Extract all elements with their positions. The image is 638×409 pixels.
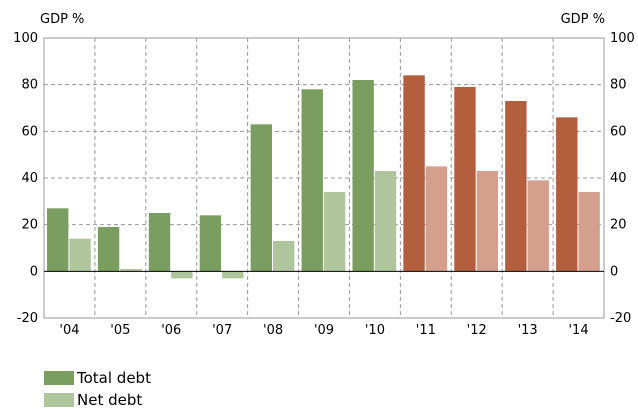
bar-net-debt <box>323 192 346 272</box>
bar-net-debt <box>527 180 549 272</box>
y-tick-label-left: 80 <box>21 78 38 93</box>
legend-item-total-debt: Total debt <box>44 369 151 387</box>
bar-total-debt <box>301 89 323 272</box>
bar-net-debt <box>273 241 295 272</box>
bar-total-debt <box>352 80 374 272</box>
y-axis-unit-right: GDP % <box>560 12 605 27</box>
x-tick-label: '08 <box>263 323 283 338</box>
bar-net-debt <box>69 238 91 272</box>
x-tick-label: '13 <box>518 323 538 338</box>
legend-swatch-net-debt <box>44 393 74 407</box>
x-tick-label: '14 <box>568 323 588 338</box>
bar-net-debt <box>425 166 448 272</box>
bar-net-debt <box>171 271 193 279</box>
bar-total-debt <box>505 101 527 272</box>
legend-label-net-debt: Net debt <box>77 391 143 409</box>
x-tick-label: '11 <box>416 323 436 338</box>
y-tick-label-right: 40 <box>610 171 627 186</box>
bar-total-debt <box>148 213 171 272</box>
bar-total-debt <box>250 124 273 272</box>
bar-total-debt <box>403 75 425 272</box>
bar-net-debt <box>222 271 244 279</box>
y-tick-label-left: 20 <box>21 218 38 233</box>
bar-net-debt <box>120 269 142 272</box>
x-tick-label: '07 <box>212 323 232 338</box>
legend-item-net-debt: Net debt <box>44 391 142 409</box>
y-tick-label-right: 80 <box>610 78 627 93</box>
legend-label-total-debt: Total debt <box>77 369 151 387</box>
x-tick-label: '05 <box>110 323 130 338</box>
y-tick-label-left: 0 <box>30 264 38 279</box>
bar-total-debt <box>47 208 69 272</box>
y-tick-label-left: 60 <box>21 124 38 139</box>
y-tick-label-right: -20 <box>610 311 631 326</box>
x-tick-label: '10 <box>365 323 385 338</box>
y-tick-label-left: 40 <box>21 171 38 186</box>
y-tick-label-right: 60 <box>610 124 627 139</box>
x-tick-label: '06 <box>161 323 181 338</box>
bar-total-debt <box>199 215 222 272</box>
x-tick-label: '09 <box>314 323 334 338</box>
bar-net-debt <box>476 171 499 272</box>
bar-total-debt <box>454 87 476 272</box>
y-axis-unit-left: GDP % <box>40 12 85 27</box>
y-tick-label-left: -20 <box>17 311 38 326</box>
y-tick-label-left: 100 <box>13 31 38 46</box>
x-tick-label: '12 <box>467 323 487 338</box>
bar-net-debt <box>374 171 397 272</box>
y-tick-label-right: 0 <box>610 264 618 279</box>
legend-swatch-total-debt <box>44 371 74 385</box>
y-tick-label-right: 20 <box>610 218 627 233</box>
bar-total-debt <box>556 117 578 272</box>
y-tick-label-right: 100 <box>610 31 635 46</box>
bar-net-debt <box>578 192 600 272</box>
x-tick-label: '04 <box>59 323 79 338</box>
bar-total-debt <box>97 227 120 272</box>
